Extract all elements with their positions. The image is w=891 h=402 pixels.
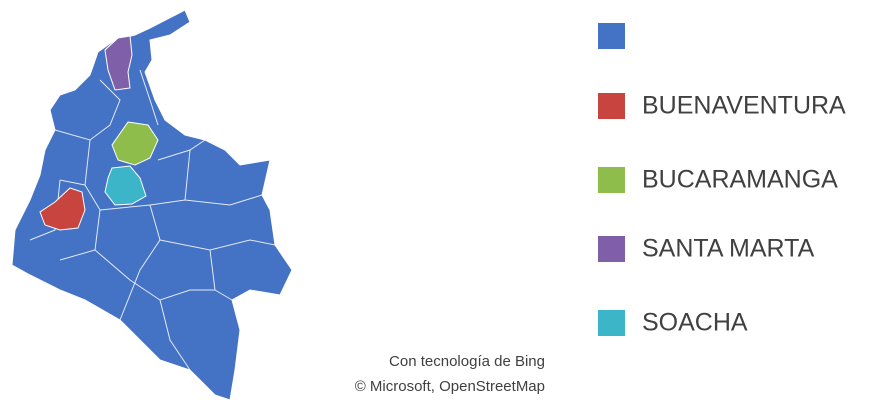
legend-label: SANTA MARTA xyxy=(642,235,815,263)
buenaventura-region xyxy=(39,187,86,231)
bucaramanga-region xyxy=(111,121,159,166)
santa-marta-region xyxy=(104,35,133,91)
soacha-region xyxy=(104,165,147,206)
region-border xyxy=(29,69,276,371)
legend-swatch xyxy=(598,310,625,336)
legend-label: BUCARAMANGA xyxy=(642,166,838,194)
legend-swatch xyxy=(598,93,625,119)
legend-swatch xyxy=(598,167,625,193)
legend-label: SOACHA xyxy=(642,309,748,337)
attribution: Con tecnología de Bing xyxy=(389,353,545,370)
legend-label: BUENAVENTURA xyxy=(642,92,846,120)
legend-swatch xyxy=(598,23,625,49)
attribution: © Microsoft, OpenStreetMap xyxy=(355,378,545,395)
legend-swatch xyxy=(598,236,625,262)
map xyxy=(11,9,293,401)
legend: BUENAVENTURA BUCARAMANGA SANTA MARTA SOACHA xyxy=(598,23,846,337)
